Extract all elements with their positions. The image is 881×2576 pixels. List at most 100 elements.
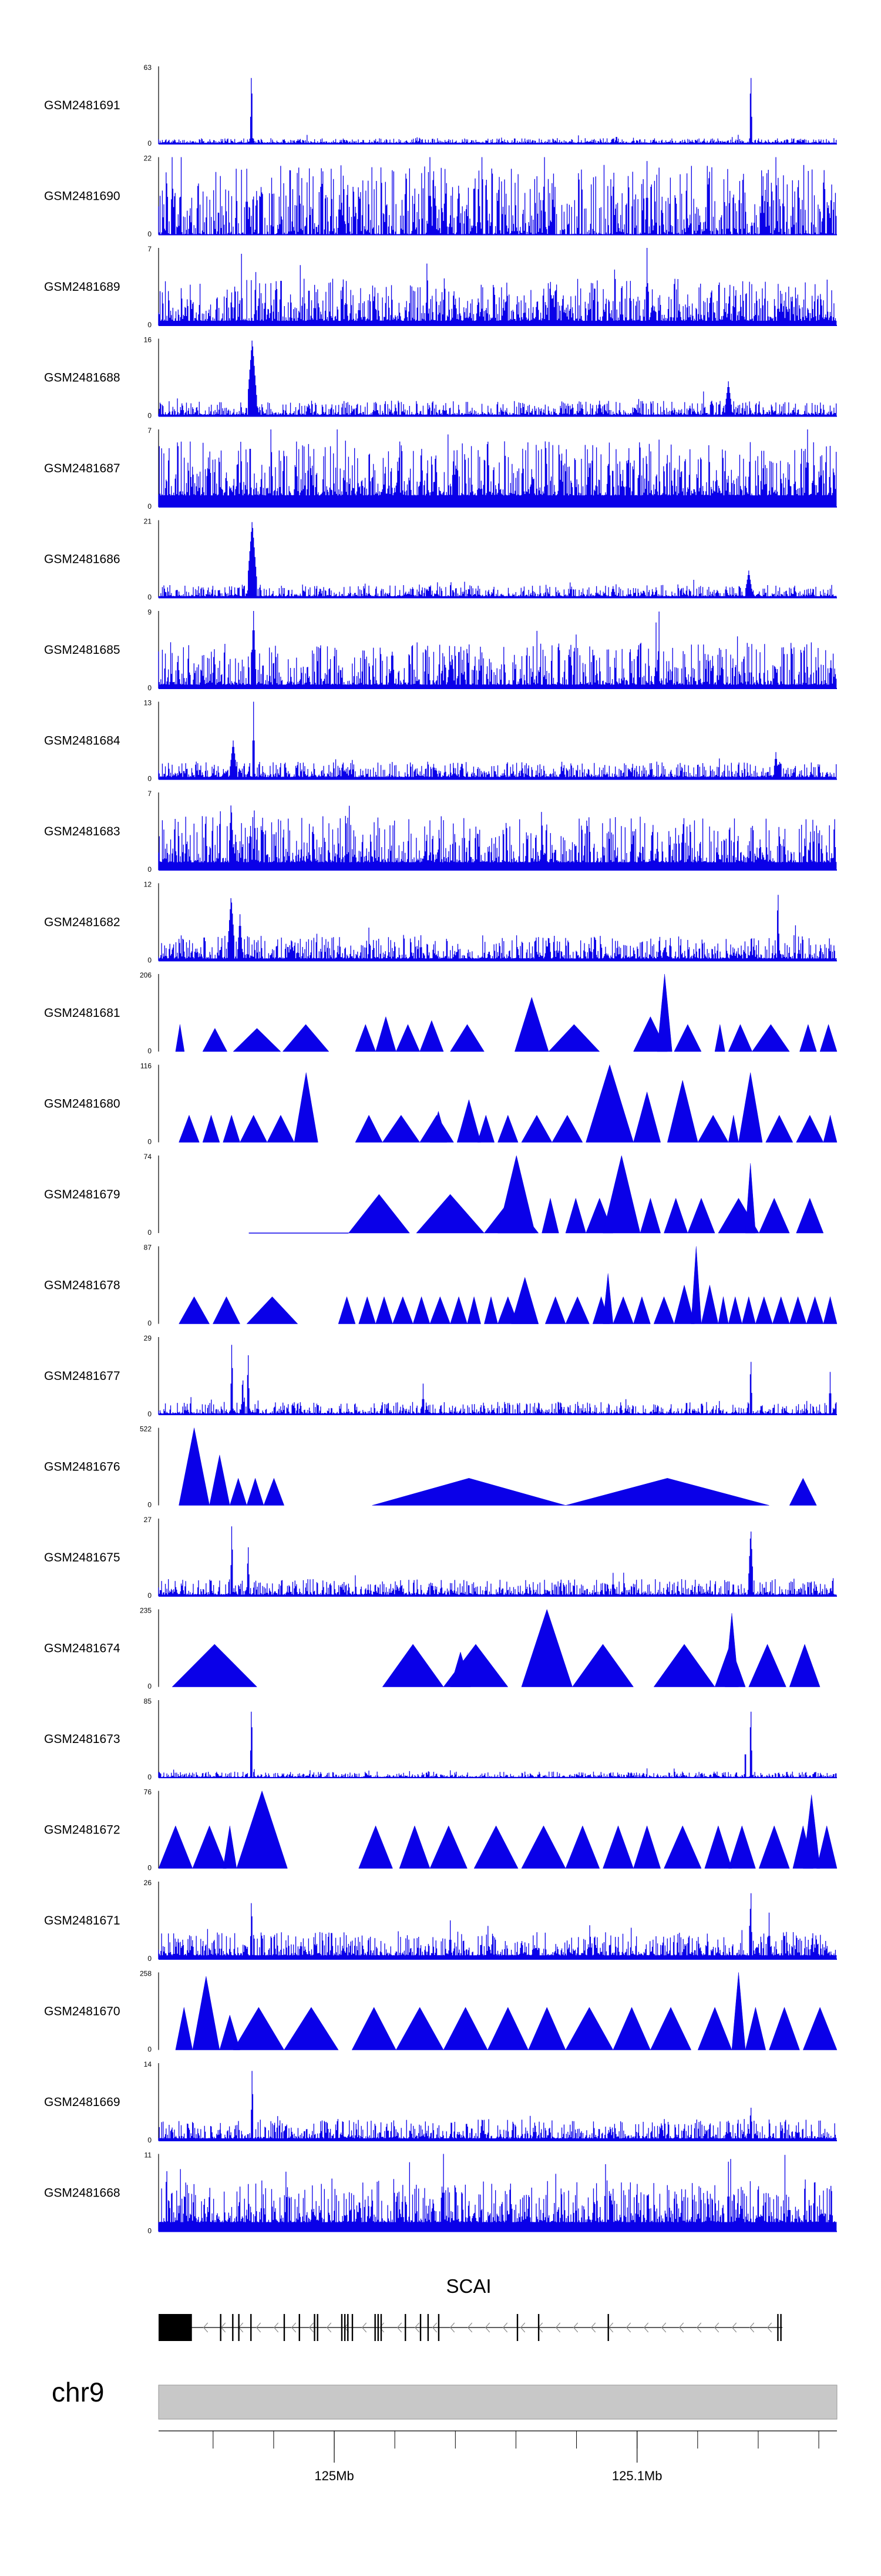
coverage-peak: [748, 1644, 786, 1687]
track-label: GSM2481687: [44, 462, 120, 475]
strand-arrow: [326, 2322, 332, 2333]
coverage-peak: [565, 1478, 769, 1506]
coverage-peak: [395, 1024, 421, 1052]
y-tick-max: 7: [147, 426, 152, 435]
y-tick-zero: 0: [147, 1047, 152, 1055]
coverage-peak: [240, 1114, 268, 1143]
track-label: GSM2481690: [44, 190, 120, 203]
coverage-peak: [450, 1651, 471, 1687]
strand-arrow: [626, 2322, 631, 2333]
gene-model-scai: SCAI: [159, 2275, 783, 2341]
strand-arrow: [573, 2322, 579, 2333]
coverage-peak: [236, 1790, 288, 1869]
coverage-peak: [687, 1197, 715, 1234]
y-tick-max: 21: [144, 518, 152, 526]
strand-arrow: [502, 2322, 508, 2333]
coverage-peak: [697, 2007, 732, 2050]
coverage-peak: [613, 2007, 651, 2050]
coverage-peak: [565, 2007, 614, 2050]
strand-arrow: [203, 2322, 209, 2333]
strand-arrow: [766, 2322, 772, 2333]
track-gsm2481688: GSM2481688 16 0: [44, 336, 837, 420]
y-tick-zero: 0: [147, 1319, 152, 1328]
y-tick-zero: 0: [147, 684, 152, 692]
strand-arrow: [414, 2322, 420, 2333]
track-label: GSM2481672: [44, 1823, 120, 1837]
coverage-signal: [158, 2154, 837, 2232]
y-tick-zero: 0: [147, 2136, 152, 2144]
y-tick-max: 16: [144, 336, 152, 344]
coverage-peak: [450, 1024, 485, 1052]
track-gsm2481682: GSM2481682 12 0: [44, 881, 837, 965]
y-tick-max: 235: [140, 1607, 152, 1615]
strand-arrow: [714, 2322, 719, 2333]
strand-arrow: [590, 2322, 596, 2333]
y-tick-max: 63: [144, 63, 152, 72]
coverage-peak: [664, 1197, 688, 1234]
gene-exon: [250, 2314, 252, 2341]
y-tick-zero: 0: [147, 1864, 152, 1872]
coverage-signal: [158, 78, 837, 144]
coverage-peak: [704, 1825, 732, 1869]
coverage-peak: [542, 1198, 559, 1234]
track-gsm2481687: GSM2481687 7 0: [44, 426, 837, 511]
y-tick-max: 27: [144, 1516, 152, 1524]
coverage-peak: [633, 1825, 661, 1869]
y-tick-zero: 0: [147, 230, 152, 239]
coverage-peak: [823, 1115, 838, 1143]
strand-arrow: [555, 2322, 561, 2333]
coverage-peak: [586, 1064, 634, 1143]
gene-utr-block: [159, 2314, 192, 2341]
strand-arrow: [432, 2322, 438, 2333]
coverage-peak: [728, 1024, 752, 1052]
track-gsm2481680: GSM2481680 116 0: [44, 1062, 838, 1146]
gene-exon: [516, 2314, 519, 2341]
coverage-peak: [355, 1024, 376, 1052]
coverage-peak: [725, 1613, 739, 1687]
track-label: GSM2481680: [44, 1097, 120, 1111]
track-gsm2481677: GSM2481677 29 0: [44, 1334, 837, 1418]
y-tick-max: 9: [147, 608, 152, 616]
track-gsm2481676: GSM2481676 522 0: [44, 1425, 817, 1509]
gene-name: SCAI: [446, 2275, 491, 2297]
track-gsm2481671: GSM2481671 26 0: [44, 1879, 837, 1963]
y-tick-max: 7: [147, 790, 152, 798]
coverage-peak: [755, 1296, 773, 1324]
track-label: GSM2481683: [44, 825, 120, 838]
chromosome-label: chr9: [52, 2377, 104, 2407]
strand-arrow: [291, 2322, 297, 2333]
coverage-peak: [745, 2007, 766, 2050]
coverage-signal: [158, 895, 837, 961]
track-label: GSM2481688: [44, 371, 120, 385]
coverage-peak: [650, 2007, 692, 2050]
strand-arrow: [485, 2322, 490, 2333]
coverage-peak: [633, 1091, 661, 1143]
coverage-peak: [653, 1296, 675, 1324]
coverage-peak: [358, 1825, 393, 1869]
coverage-peak: [796, 1197, 824, 1234]
coverage-signal: [158, 522, 837, 598]
chromosome-axis: chr9 125Mb 125.1Mb: [52, 2377, 838, 2483]
coverage-peak: [697, 1114, 729, 1143]
gene-exon: [232, 2314, 234, 2341]
track-gsm2481670: GSM2481670 258 0: [44, 1970, 838, 2054]
coverage-peak: [552, 1114, 583, 1143]
coverage-peak: [223, 1114, 240, 1143]
y-tick-zero: 0: [147, 2046, 152, 2054]
coverage-peak: [799, 1023, 817, 1052]
track-gsm2481668: GSM2481668 11 0: [44, 2151, 837, 2235]
gene-exon: [419, 2314, 422, 2341]
coverage-peak: [823, 1297, 838, 1324]
coverage-peak: [338, 1296, 356, 1324]
coverage-signal: [158, 340, 837, 417]
strand-arrow: [749, 2322, 755, 2333]
coverage-peak: [789, 1644, 821, 1687]
y-tick-max: 85: [144, 1697, 152, 1705]
coverage-peak: [212, 1296, 241, 1324]
coverage-peak: [450, 1296, 468, 1324]
coverage-peak: [633, 1296, 651, 1324]
track-gsm2481690: GSM2481690 22 0: [44, 155, 837, 239]
coverage-peak: [487, 2007, 529, 2050]
y-tick-zero: 0: [147, 1773, 152, 1781]
